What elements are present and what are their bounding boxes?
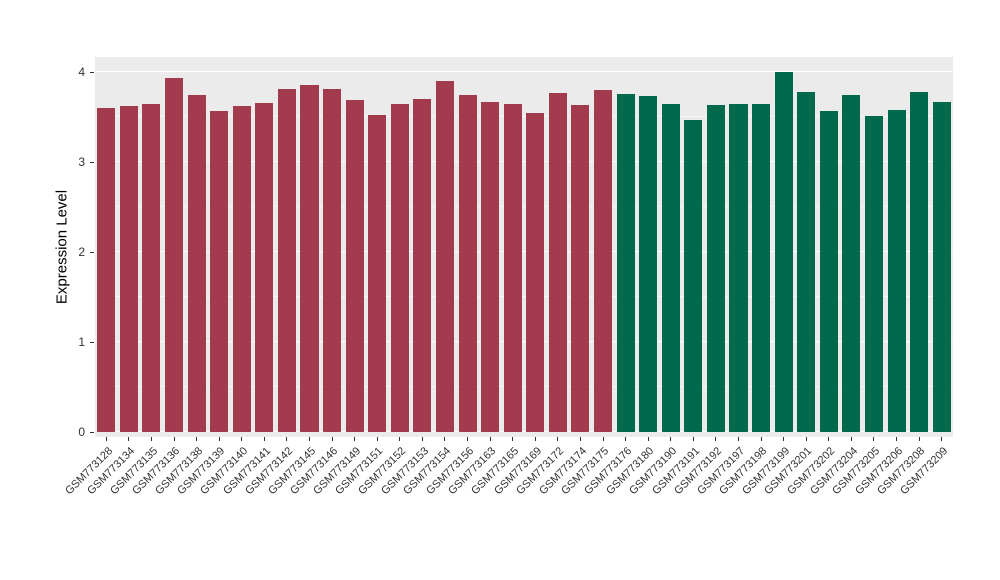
bar [300,84,319,432]
x-tick-mark [579,437,581,441]
bar [435,81,454,432]
x-tick-mark [421,437,423,441]
bar [187,95,206,432]
bar [571,105,590,432]
bar [119,106,138,432]
x-tick-mark [376,437,378,441]
x-tick-mark [286,437,288,441]
y-tick-mark [90,252,94,253]
x-tick-mark [354,437,356,441]
y-tick-label: 0 [78,425,85,439]
x-tick-mark [850,437,852,441]
x-tick-mark [173,437,175,441]
y-tick-label: 4 [78,65,85,79]
x-tick-mark [805,437,807,441]
bar [277,89,296,432]
x-tick-mark [331,437,333,441]
bar [932,101,951,432]
gridline-major [95,250,953,252]
x-tick-mark [309,437,310,441]
y-tick-mark [90,162,94,163]
x-tick-mark [715,437,717,441]
bar [323,89,342,432]
gridline-minor [95,386,953,387]
x-tick-mark [467,437,469,441]
bar [390,104,409,432]
bar [164,78,184,432]
gridline-major [95,160,953,162]
bar [616,93,635,432]
x-tick-mark [918,437,920,441]
bar [819,110,838,432]
x-tick-mark [444,437,446,441]
x-tick-mark [760,437,762,441]
bar [481,101,500,432]
gridline-minor [95,296,953,297]
gridline-major [95,340,953,342]
x-tick-mark [489,437,491,441]
gridline-minor [95,116,953,117]
y-tick-mark [90,342,94,343]
x-tick-mark [783,437,785,441]
x-tick-mark [873,437,875,441]
x-tick-mark [602,437,604,441]
y-axis: 0 1 2 3 4 [0,0,95,580]
bar [142,103,161,432]
bar [413,99,432,432]
x-tick-mark [218,437,220,441]
bar [526,112,545,432]
bar [255,102,274,432]
x-tick-mark [828,437,830,441]
y-tick-label: 1 [78,335,85,349]
y-tick-label: 2 [78,245,85,259]
x-tick-mark [399,437,401,441]
x-tick-mark [128,437,130,441]
x-tick-mark [557,437,559,441]
x-tick-mark [625,437,627,441]
bar [706,105,725,432]
bar [797,91,816,432]
bar [210,110,229,432]
x-tick-mark [738,437,739,441]
bar [345,99,364,432]
bar [458,95,477,432]
x-tick-mark [150,437,152,441]
x-tick-mark [263,437,265,441]
bar [97,108,116,432]
bar [639,96,658,432]
bar [232,106,251,432]
x-tick-mark [196,437,198,441]
bar [752,104,771,432]
bar [887,109,906,432]
x-tick-mark [647,437,649,441]
bar [864,116,883,432]
y-tick-label: 3 [78,155,85,169]
bar [910,91,929,432]
x-tick-mark [692,437,694,441]
bar [593,90,613,432]
plot-panel [95,57,953,437]
bar [503,103,522,432]
y-tick-mark [90,432,94,433]
x-tick-mark [941,437,943,441]
x-tick-mark [534,437,536,441]
bar [368,115,387,432]
x-tick-mark [512,437,514,441]
bar [842,94,861,432]
x-tick-mark [670,437,672,441]
gridline-major [95,70,953,72]
x-axis: GSM773128 GSM773134 GSM773135 GSM773136 GSM7… [63,437,953,577]
x-tick-mark [896,437,898,441]
bar [729,103,748,432]
bar [661,104,680,432]
y-tick-mark [90,72,94,73]
x-tick-mark [105,437,107,441]
bar [548,92,567,432]
gridline-minor [95,206,953,207]
bar [684,119,703,432]
bar [774,72,793,432]
gridline-major [95,430,953,432]
x-tick-mark [241,437,243,441]
